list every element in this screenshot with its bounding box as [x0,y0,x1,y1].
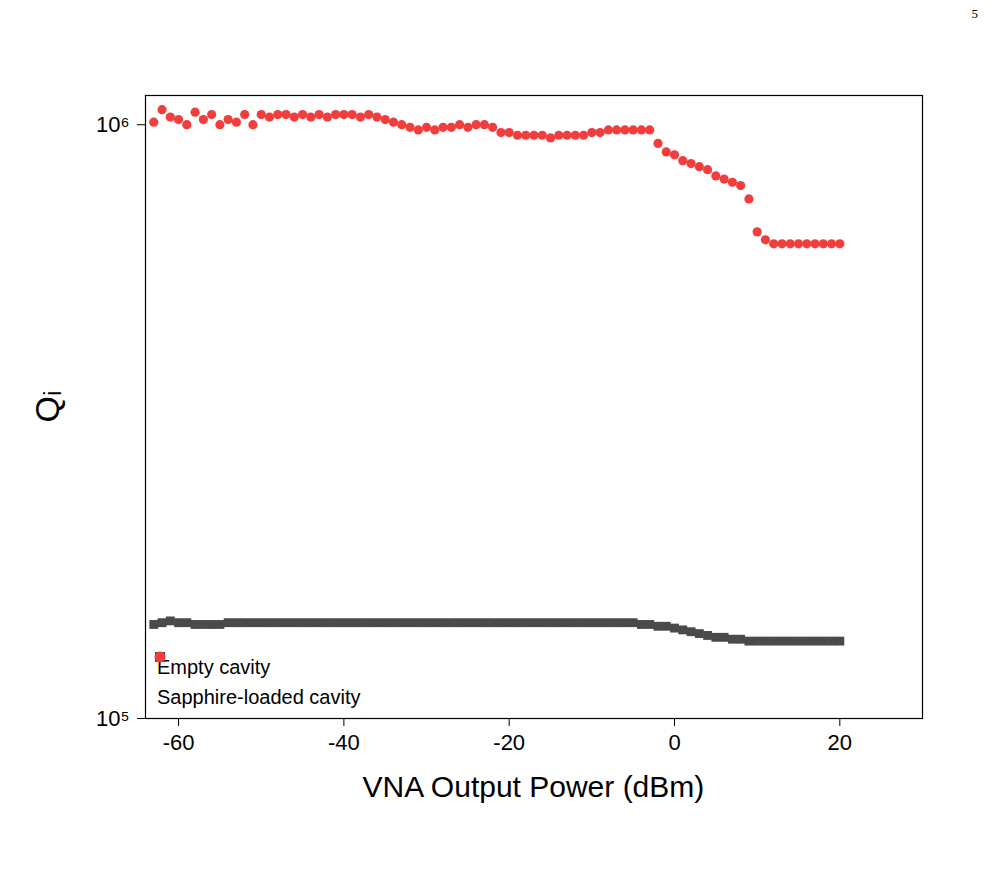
svg-text:-40: -40 [328,730,360,755]
html-text:Qᵢ: Qᵢ [28,390,67,423]
svg-text:-20: -20 [493,730,525,755]
svg-text:0: 0 [668,730,680,755]
html-text:5: 5 [971,6,978,21]
svg-text:20: 20 [828,730,852,755]
svg-text:10⁶: 10⁶ [96,112,130,137]
html-text:Empty cavity: Empty cavity [157,655,271,678]
svg-text:-60: -60 [163,730,195,755]
html-text:Sapphire-loaded cavity: Sapphire-loaded cavity [157,685,361,708]
html-text:VNA Output Power (dBm): VNA Output Power (dBm) [362,770,705,803]
svg-text:10⁵: 10⁵ [96,706,130,731]
